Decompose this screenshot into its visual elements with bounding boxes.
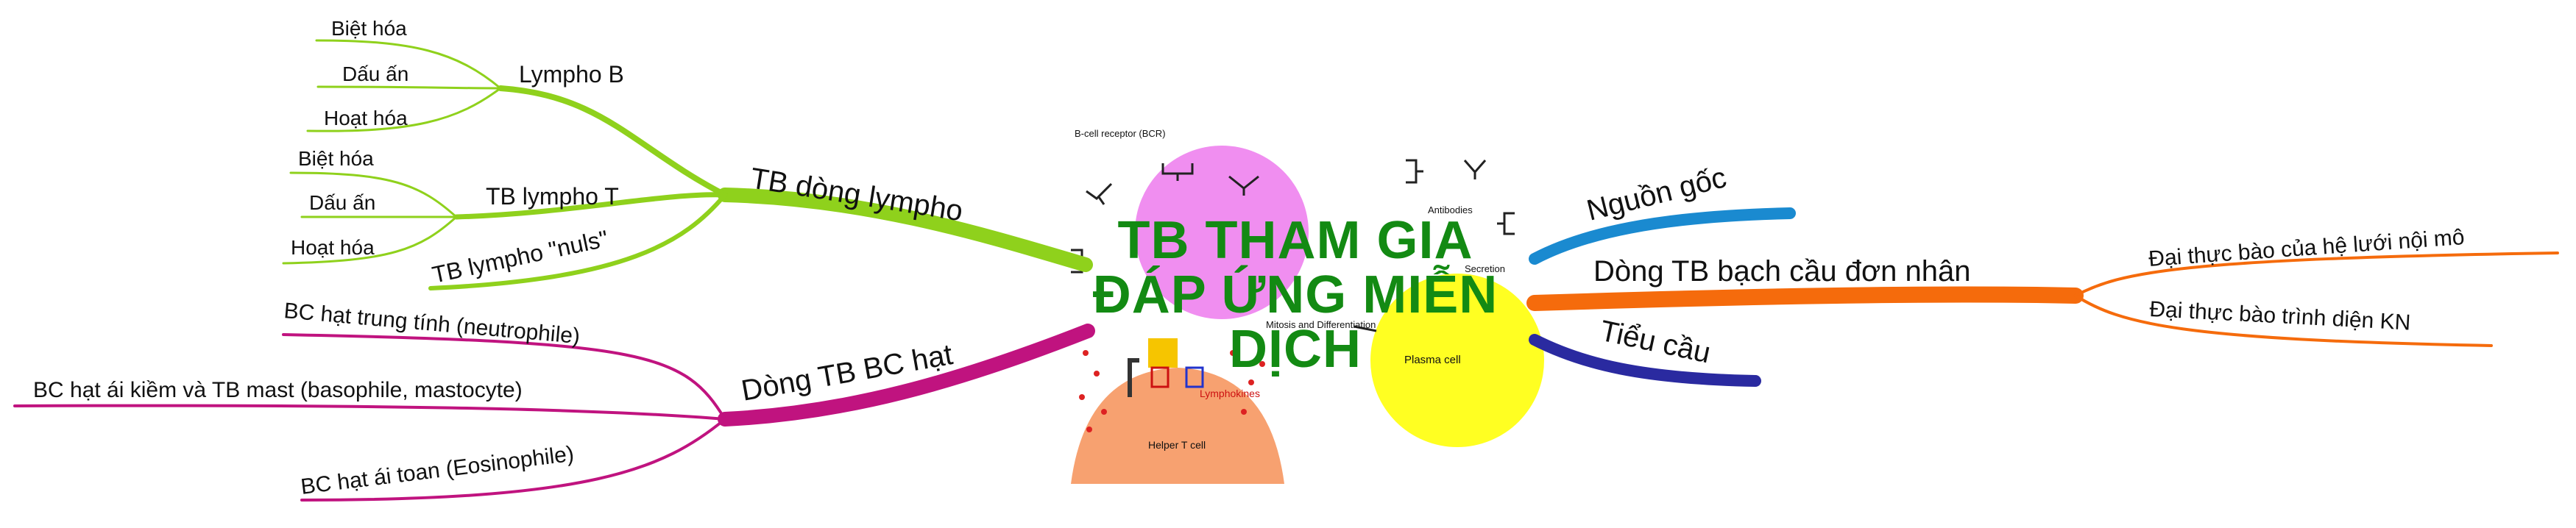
- bc-hat-child-1: [282, 333, 726, 421]
- branch-lympho-label: TB dòng lympho: [749, 162, 966, 227]
- don-nhan-child-1: [2074, 251, 2559, 297]
- central-topic-line-2: ĐÁP ỨNG MIỄN: [1092, 265, 1498, 324]
- bcr-label: B-cell receptor (BCR): [1075, 128, 1166, 139]
- branch-bc-hat-label: Dòng TB BC hạt: [739, 338, 955, 407]
- lympho-t-child-3: [282, 215, 458, 265]
- branch-don-nhan-label: Dòng TB bạch cầu đơn nhân: [1593, 255, 1971, 288]
- lympho-t-child-1-label: Biệt hóa: [298, 147, 374, 170]
- branch-nguon-goc-main: [1529, 207, 1796, 265]
- bc-hat-child-2-label: BC hạt ái kiềm và TB mast (basophile, ma…: [33, 378, 523, 402]
- helper-t-cell-shape: [1071, 368, 1284, 484]
- branch-tieu-cau-main: [1529, 334, 1761, 387]
- lympho-b-child-1-label: Biệt hóa: [331, 17, 407, 40]
- lymphokine-dots: [1079, 350, 1265, 432]
- plasma-label: Plasma cell: [1404, 354, 1461, 366]
- lympho-b-label: Lympho B: [519, 61, 624, 88]
- lympho-nuls-label: TB lympho "nuls": [430, 225, 610, 288]
- bc-hat-child-2: [13, 404, 726, 421]
- receptor-stem: [1128, 358, 1139, 397]
- antibodies-label: Antibodies: [1428, 204, 1473, 215]
- lymphokines-label: Lymphokines: [1200, 388, 1260, 399]
- helper-label: Helper T cell: [1148, 439, 1206, 451]
- secretion-label: Secretion: [1465, 263, 1505, 274]
- receptor-yellow: [1148, 338, 1178, 368]
- lympho-t-label: TB lympho T: [486, 183, 619, 210]
- bc-hat-child-1-label: BC hạt trung tính (neutrophile): [283, 299, 581, 349]
- lympho-b-child-3: [306, 87, 502, 132]
- don-nhan-child-1-label: Đại thực bào của hệ lưới nội mô: [2148, 225, 2465, 271]
- branch-lympho-main: [718, 188, 1093, 272]
- branch-bc-hat-main: [718, 324, 1095, 427]
- receptor-blue: [1185, 366, 1204, 388]
- central-topic-title: TB THAM GIA ĐÁP ỨNG MIỄN DỊCH: [1060, 213, 1531, 377]
- b-cell-shape: [1135, 146, 1309, 319]
- lympho-b-child-1: [315, 39, 502, 90]
- lympho-b-child-2-label: Dấu ấn: [342, 63, 408, 85]
- center-image: B-cell receptor (BCR) Antibodies Secreti…: [1071, 128, 1544, 484]
- lympho-t-child-3-label: Hoạt hóa: [291, 236, 375, 259]
- branch-tieu-cau-label: Tiểu cầu: [1597, 315, 1713, 370]
- branch-bc-hat: [13, 324, 1095, 502]
- receptor-red: [1150, 366, 1170, 388]
- branch-lympho-t-line: [453, 192, 728, 220]
- central-topic-line-3: DỊCH: [1229, 320, 1362, 379]
- lympho-b-child-3-label: Hoạt hóa: [324, 107, 408, 129]
- branch-lympho-b-line: [498, 85, 728, 198]
- bc-hat-child-3: [300, 418, 726, 502]
- central-topic-line-1: TB THAM GIA: [1117, 211, 1473, 270]
- branch-lympho-nuls-line: [428, 193, 727, 290]
- plasma-cell-shape: [1370, 274, 1544, 447]
- lympho-b-child-2: [316, 85, 502, 90]
- branch-don-nhan: [1526, 251, 2559, 347]
- branch-lympho: [282, 39, 1093, 290]
- antibody-icons: [1071, 159, 1515, 332]
- branch-don-nhan-main: [1526, 286, 2084, 311]
- don-nhan-child-2: [2074, 294, 2493, 347]
- mitosis-label: Mitosis and Differentiation: [1266, 319, 1376, 330]
- lympho-t-child-1: [289, 171, 458, 218]
- lympho-t-child-2-label: Dấu ấn: [309, 191, 375, 214]
